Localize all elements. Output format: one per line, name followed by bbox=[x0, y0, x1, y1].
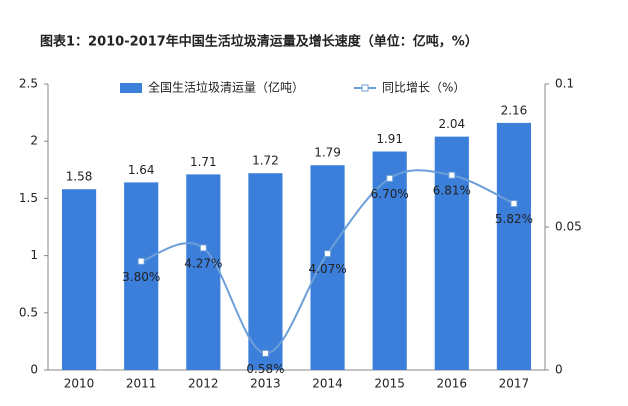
y2-tick-label: 0 bbox=[555, 363, 563, 377]
line-value-label: 3.80% bbox=[122, 270, 160, 284]
x-tick-label: 2013 bbox=[250, 377, 281, 391]
line-marker bbox=[137, 257, 145, 265]
legend-label: 全国生活垃圾清运量（亿吨） bbox=[148, 80, 304, 95]
line-value-label: 0.58% bbox=[246, 362, 284, 376]
bar bbox=[496, 122, 532, 370]
bar-value-label: 2.04 bbox=[438, 117, 465, 131]
line-marker bbox=[386, 174, 394, 182]
line-marker bbox=[448, 171, 456, 179]
bar-value-label: 1.58 bbox=[66, 170, 93, 184]
y-tick-label: 2.5 bbox=[19, 77, 38, 91]
line-marker bbox=[510, 200, 518, 208]
bar-value-label: 2.16 bbox=[501, 103, 528, 117]
x-tick-label: 2014 bbox=[312, 377, 343, 391]
line-value-label: 6.81% bbox=[433, 184, 471, 198]
bar-value-label: 1.64 bbox=[128, 163, 155, 177]
x-tick-label: 2015 bbox=[374, 377, 405, 391]
bar bbox=[61, 189, 97, 370]
line-marker bbox=[199, 244, 207, 252]
y-tick-label: 0 bbox=[30, 363, 38, 377]
y-tick-label: 1 bbox=[30, 248, 38, 262]
x-tick-label: 2017 bbox=[499, 377, 530, 391]
chart-title: 图表1：2010-2017年中国生活垃圾清运量及增长速度（单位：亿吨，%） bbox=[40, 34, 478, 50]
bar bbox=[434, 136, 469, 370]
bar bbox=[186, 174, 221, 370]
line-marker bbox=[324, 250, 332, 258]
bar-value-label: 1.72 bbox=[252, 154, 279, 168]
line-value-label: 5.82% bbox=[495, 212, 533, 226]
x-tick-label: 2012 bbox=[188, 377, 219, 391]
bar-value-label: 1.91 bbox=[376, 132, 403, 146]
bar-value-label: 1.79 bbox=[314, 146, 341, 160]
legend-swatch bbox=[361, 84, 369, 92]
bar-value-label: 1.71 bbox=[190, 155, 217, 169]
y2-tick-label: 0.1 bbox=[555, 77, 574, 91]
bar bbox=[372, 151, 407, 370]
line-marker bbox=[261, 349, 269, 357]
x-tick-label: 2010 bbox=[64, 377, 95, 391]
bar bbox=[124, 182, 159, 370]
x-tick-label: 2011 bbox=[126, 377, 157, 391]
bar bbox=[248, 173, 283, 370]
y-tick-label: 1.5 bbox=[19, 191, 38, 205]
y-tick-label: 0.5 bbox=[19, 305, 38, 319]
bar bbox=[310, 165, 345, 370]
y2-tick-label: 0.05 bbox=[555, 220, 582, 234]
legend-label: 同比增长（%） bbox=[382, 81, 465, 95]
legend-swatch bbox=[120, 83, 142, 93]
y-tick-label: 2 bbox=[30, 134, 38, 148]
line-value-label: 4.27% bbox=[184, 256, 222, 270]
line-value-label: 4.07% bbox=[309, 262, 347, 276]
x-tick-label: 2016 bbox=[437, 377, 468, 391]
line-value-label: 6.70% bbox=[371, 187, 409, 201]
